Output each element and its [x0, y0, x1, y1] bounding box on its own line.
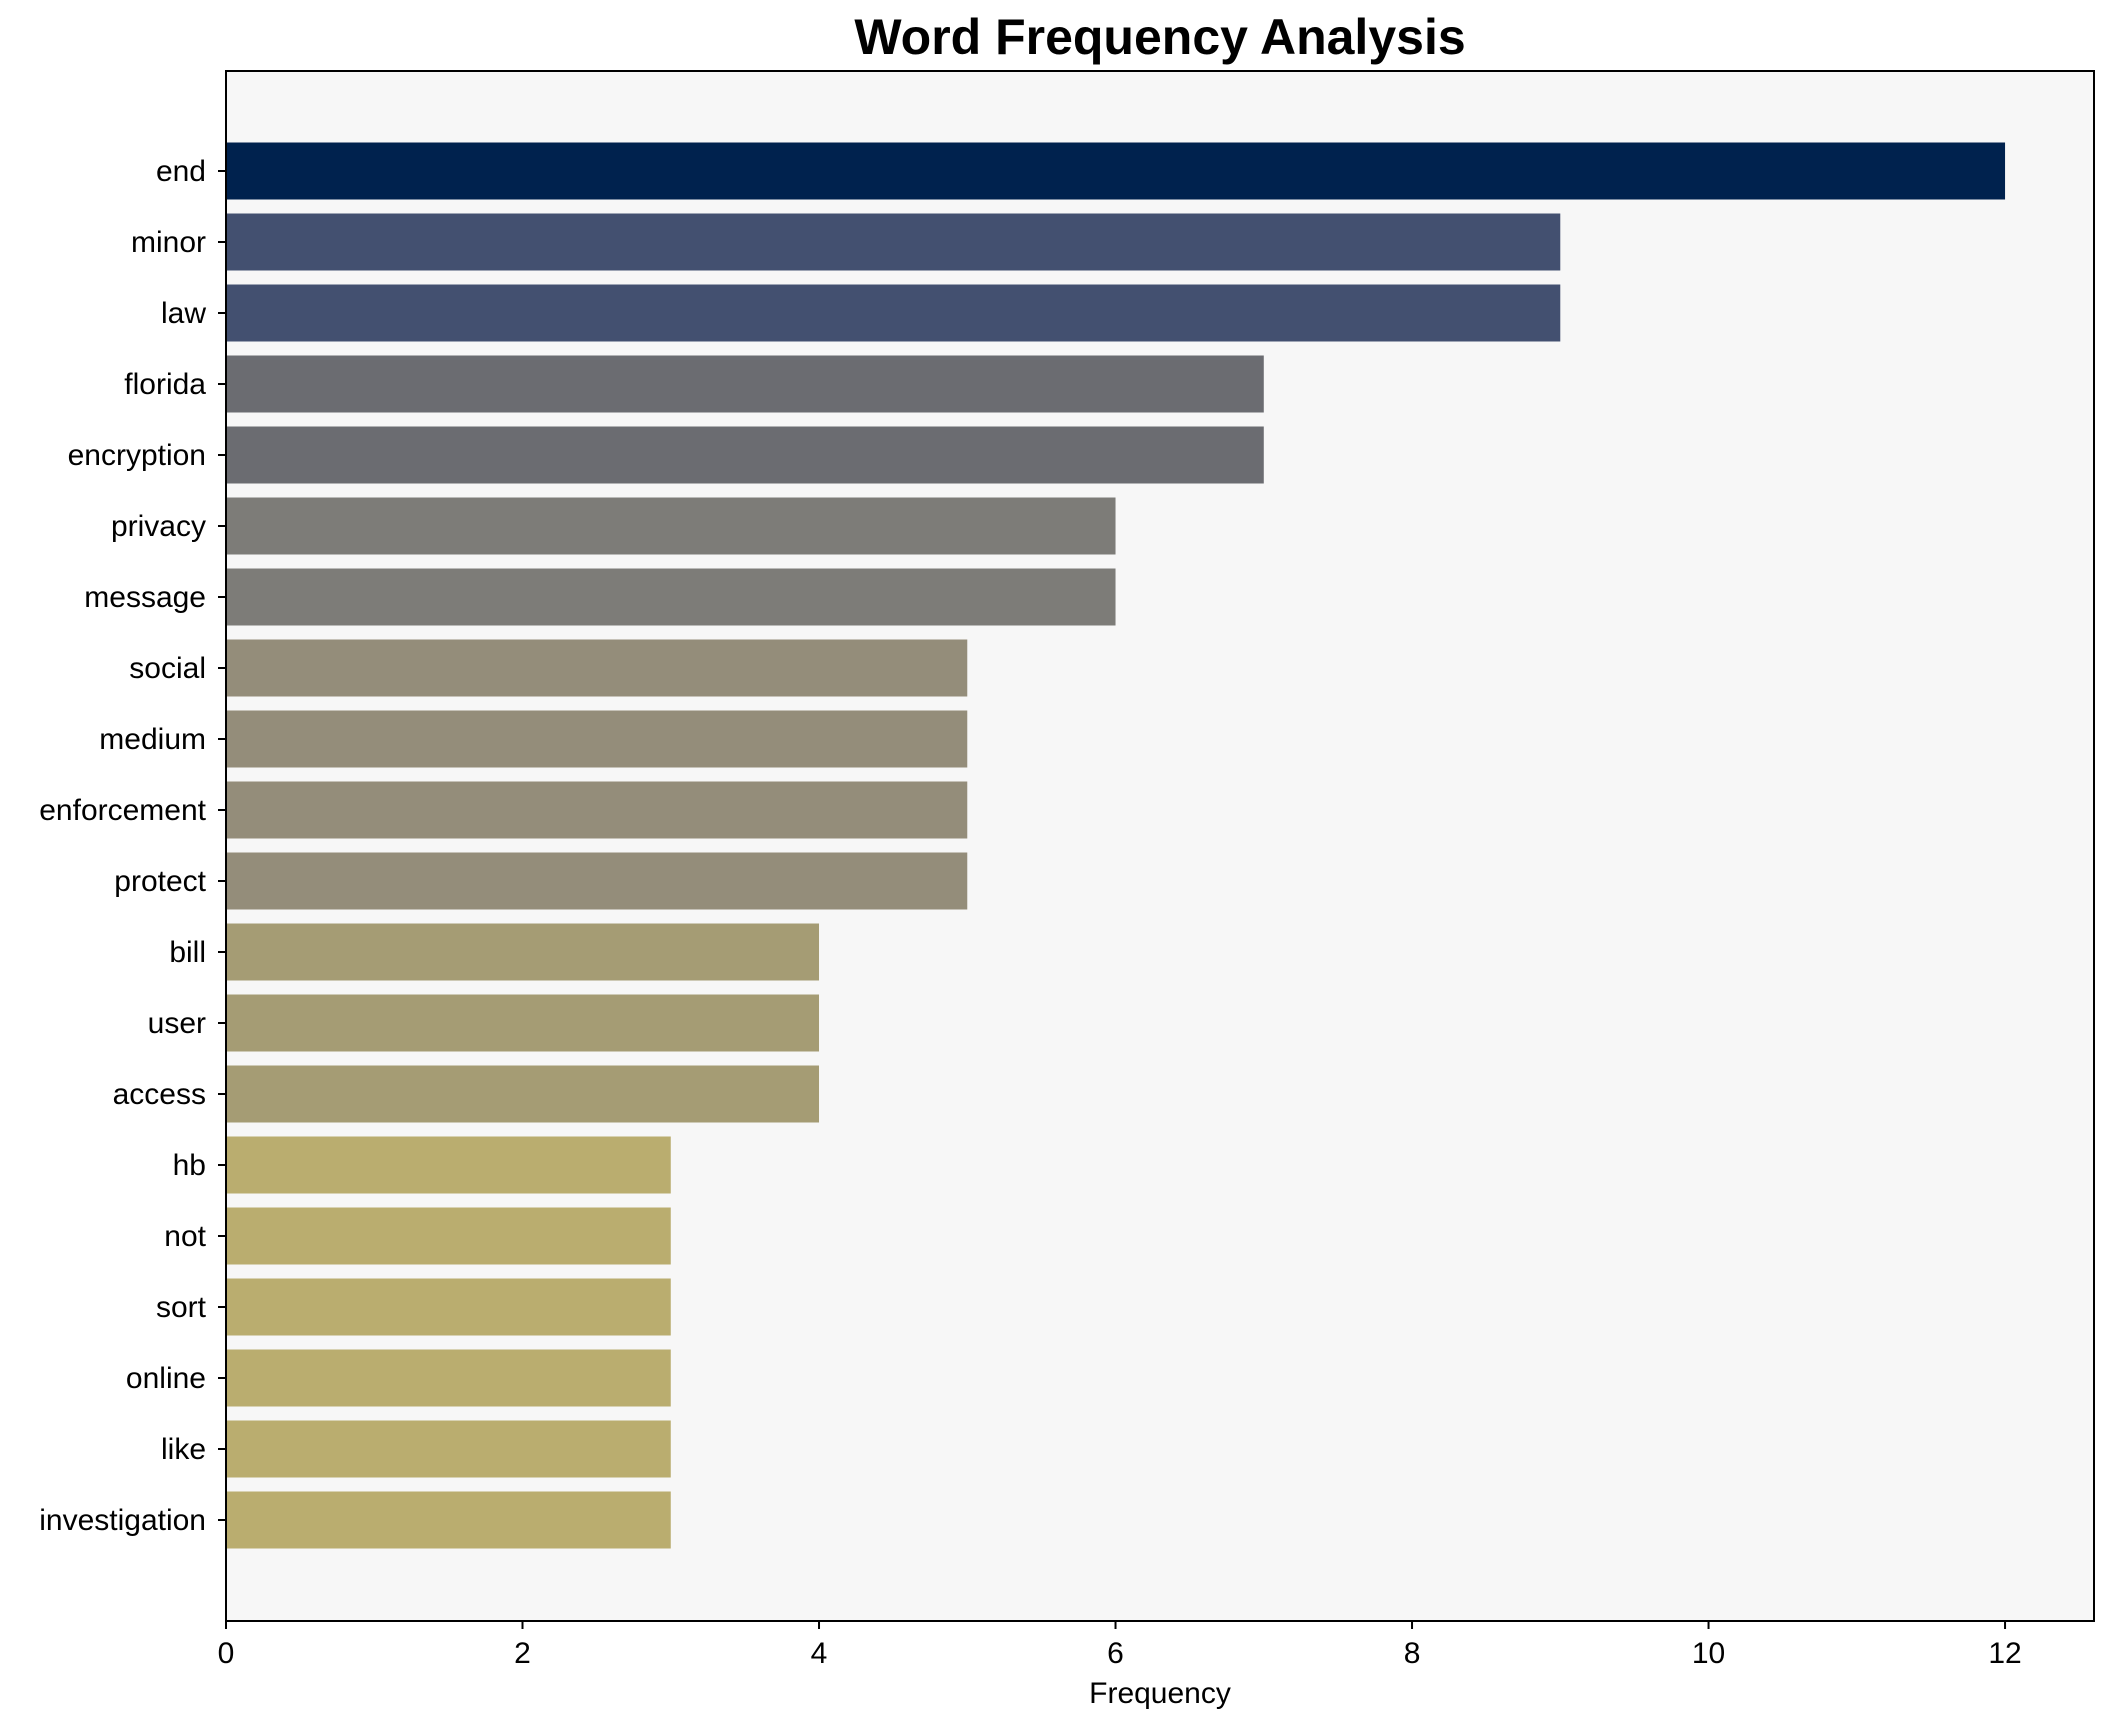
bar-enforcement [226, 781, 968, 839]
x-tick-label: 12 [1988, 1637, 2021, 1670]
x-axis-ticks: 0 2 4 6 8 10 12 [218, 1621, 2022, 1670]
y-tick-label: privacy [111, 510, 206, 543]
bar-hb [226, 1136, 671, 1194]
bar-medium [226, 710, 968, 768]
y-tick-label: encryption [68, 439, 206, 472]
bar-bill [226, 923, 820, 981]
y-tick-label: florida [124, 368, 206, 401]
bar-online [226, 1349, 671, 1407]
x-tick-label: 4 [811, 1637, 828, 1670]
bar-minor [226, 213, 1561, 271]
bars-group [226, 142, 2006, 1549]
y-tick-label: sort [156, 1291, 207, 1324]
y-tick-label: not [164, 1220, 206, 1253]
plot-frame [225, 70, 2095, 1622]
x-tick-label: 6 [1107, 1637, 1124, 1670]
y-tick-label: message [84, 581, 206, 614]
y-tick-label: social [129, 652, 206, 685]
bar-protect [226, 852, 968, 910]
y-tick-label: minor [131, 226, 206, 259]
y-tick-label: access [113, 1078, 206, 1111]
y-tick-label: enforcement [39, 794, 206, 827]
x-tick-label: 0 [218, 1637, 235, 1670]
x-tick-label: 2 [514, 1637, 531, 1670]
bar-user [226, 994, 820, 1052]
bar-investigation [226, 1491, 671, 1549]
y-tick-label: law [161, 297, 206, 330]
bar-encryption [226, 426, 1264, 484]
x-axis-label: Frequency [1089, 1677, 1231, 1710]
bar-end [226, 142, 2006, 200]
bar-law [226, 284, 1561, 342]
bar-sort [226, 1278, 671, 1336]
y-tick-label: like [161, 1433, 206, 1466]
y-tick-label: bill [169, 936, 206, 969]
bar-message [226, 568, 1116, 626]
bar-privacy [226, 497, 1116, 555]
chart-title: Word Frequency Analysis [854, 9, 1465, 65]
y-tick-label: hb [173, 1149, 206, 1182]
y-tick-label: end [156, 155, 206, 188]
y-axis-ticks: end minor law florida encryption privacy messa… [39, 155, 226, 1537]
y-tick-label: online [126, 1362, 206, 1395]
bar-florida [226, 355, 1264, 413]
x-tick-label: 8 [1404, 1637, 1421, 1670]
y-tick-label: medium [99, 723, 206, 756]
bar-not [226, 1207, 671, 1265]
bar-social [226, 639, 968, 697]
bar-like [226, 1420, 671, 1478]
y-tick-label: user [148, 1007, 206, 1040]
x-tick-label: 10 [1692, 1637, 1725, 1670]
y-tick-label: protect [114, 865, 206, 898]
y-tick-label: investigation [39, 1504, 206, 1537]
bar-access [226, 1065, 820, 1123]
